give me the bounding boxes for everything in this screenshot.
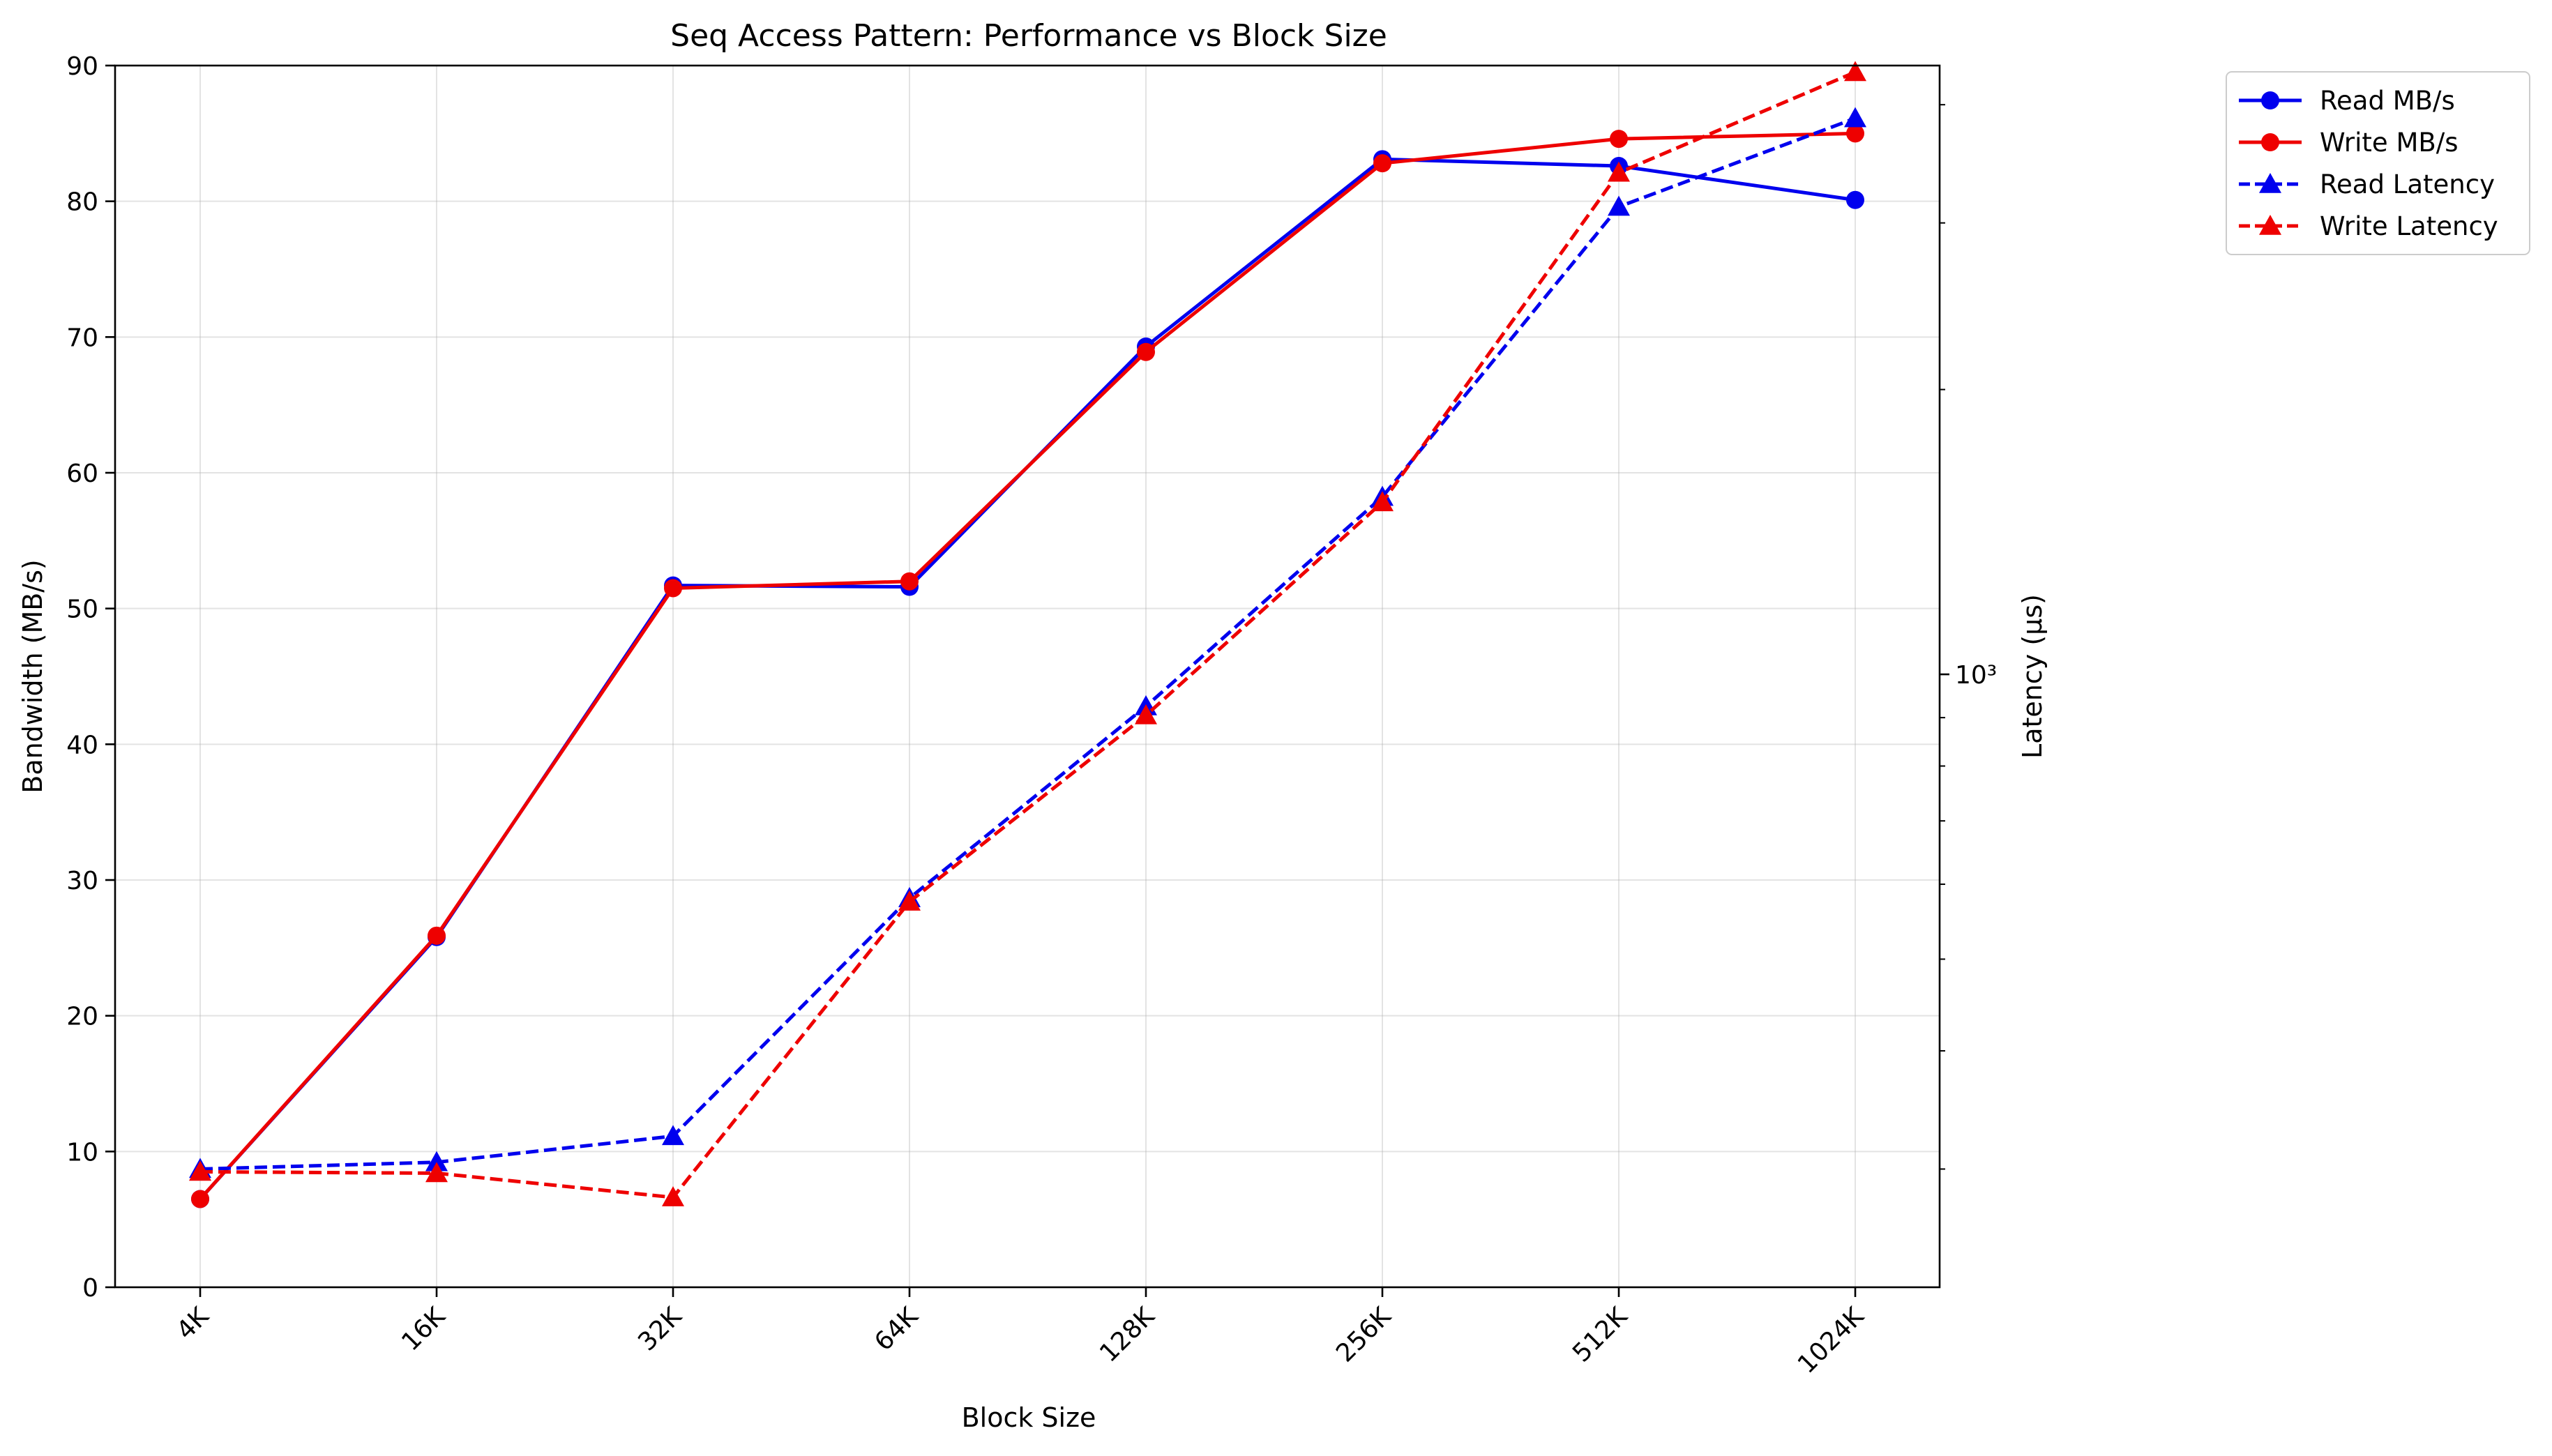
legend-marker-write-mb-s	[2261, 133, 2279, 151]
data-point-write-mb-s	[1373, 154, 1391, 173]
legend-marker-write-latency	[2259, 215, 2281, 235]
legend-label-read-mb-s: Read MB/s	[2320, 86, 2455, 116]
x-tick-label: 256K	[1331, 1301, 1397, 1367]
x-tick-label: 16K	[396, 1301, 451, 1356]
data-point-read-latency	[425, 1151, 448, 1171]
x-tick-label: 1024K	[1792, 1301, 1870, 1379]
chart-title: Seq Access Pattern: Performance vs Block…	[670, 18, 1387, 54]
series-line-read-latency	[199, 116, 1856, 1171]
y-tick-label: 30	[66, 867, 98, 895]
data-point-write-mb-s	[191, 1190, 209, 1208]
data-point-write-latency	[189, 1160, 211, 1181]
legend-label-write-latency: Write Latency	[2320, 211, 2498, 241]
series-line-write-latency	[199, 70, 1856, 1199]
series-layer	[189, 61, 1866, 1208]
series-write-latency	[189, 61, 1866, 1206]
x-tick-label: 4K	[171, 1301, 215, 1345]
data-point-write-latency	[1135, 704, 1157, 725]
data-point-write-latency	[1844, 61, 1866, 82]
y-tick-label: 90	[66, 52, 98, 81]
legend-label-write-mb-s: Write MB/s	[2320, 128, 2459, 158]
series-write-mb-s	[191, 124, 1864, 1208]
y-tick-label: 20	[66, 1003, 98, 1031]
y2-axis-label: Latency (µs)	[2017, 594, 2048, 759]
x-tick-label: 32K	[633, 1301, 688, 1356]
data-point-write-latency	[1608, 161, 1630, 182]
y-tick-label: 0	[82, 1274, 98, 1303]
series-read-mb-s	[191, 150, 1864, 1208]
data-point-read-latency	[662, 1125, 684, 1146]
data-point-write-mb-s	[1137, 342, 1155, 361]
series-line-write-mb-s	[199, 131, 1856, 1201]
grid-layer	[115, 65, 1940, 1288]
x-tick-label: 64K	[869, 1301, 924, 1356]
data-point-write-mb-s	[900, 572, 919, 591]
data-point-read-mb-s	[1846, 190, 1864, 209]
data-point-write-mb-s	[664, 579, 682, 598]
y-tick-label: 10	[66, 1138, 98, 1167]
data-point-write-mb-s	[428, 926, 446, 945]
y-tick-label: 70	[66, 324, 98, 352]
legend-marker-read-latency	[2259, 173, 2281, 193]
y-tick-label: 50	[66, 596, 98, 624]
x-axis-label: Block Size	[962, 1402, 1096, 1433]
axes-layer: 4K 16K 32K 64K 128K 256K 512K 1024K 0 10 20 30 40 50 6…	[66, 52, 1997, 1379]
x-tick-label: 128K	[1094, 1301, 1161, 1367]
series-read-latency	[189, 107, 1866, 1178]
legend: Read MB/s Write MB/s Read Latency Write Lat…	[2226, 71, 2530, 255]
data-point-read-latency	[1608, 195, 1630, 216]
y-axis-label: Bandwidth (MB/s)	[17, 559, 48, 794]
data-point-write-latency	[1371, 491, 1394, 512]
data-point-read-latency	[1844, 107, 1866, 128]
legend-label-read-latency: Read Latency	[2320, 169, 2495, 199]
data-point-write-mb-s	[1846, 124, 1864, 143]
y2-tick-label: 10³	[1955, 661, 1997, 690]
series-line-read-mb-s	[199, 157, 1856, 1201]
data-point-write-latency	[898, 890, 921, 911]
data-point-write-mb-s	[1610, 130, 1628, 149]
data-point-write-latency	[425, 1162, 448, 1183]
plot-frame	[114, 64, 1941, 1289]
legend-box	[2226, 71, 2530, 255]
legend-marker-read-mb-s	[2261, 91, 2279, 109]
data-point-write-latency	[662, 1186, 684, 1206]
x-tick-label: 512K	[1567, 1301, 1633, 1367]
y-tick-label: 60	[66, 460, 98, 488]
y-tick-label: 80	[66, 188, 98, 217]
y-tick-label: 40	[66, 731, 98, 759]
